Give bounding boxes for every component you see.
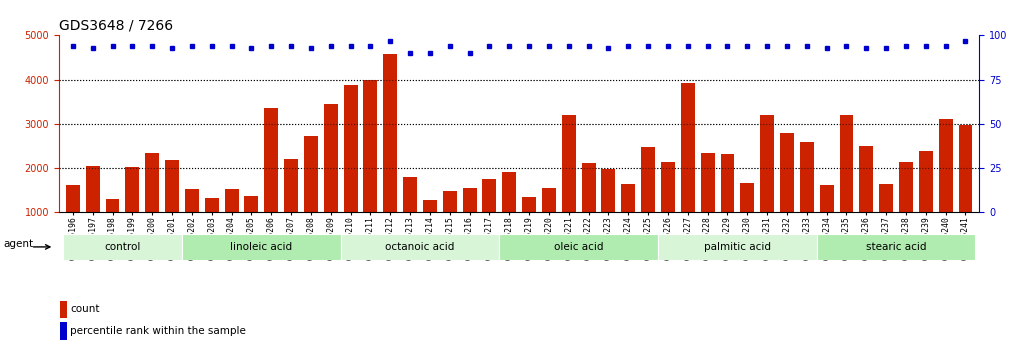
Text: agent: agent (3, 239, 34, 249)
Bar (482, 179, 496, 257)
Bar (403, 177, 417, 257)
Bar (701, 153, 715, 257)
Bar (85, 166, 100, 257)
Bar (542, 188, 556, 257)
Bar (621, 184, 636, 257)
Bar (780, 133, 794, 257)
Bar (244, 195, 258, 257)
Bar (264, 108, 279, 257)
Bar (680, 83, 695, 257)
Bar (284, 159, 298, 257)
Text: palmitic acid: palmitic acid (704, 242, 771, 252)
Text: GDS3648 / 7266: GDS3648 / 7266 (59, 19, 173, 33)
Bar (720, 154, 734, 257)
Text: stearic acid: stearic acid (865, 242, 926, 252)
Bar (959, 125, 972, 257)
Bar (939, 120, 953, 257)
Bar (60, 322, 67, 340)
Bar (760, 115, 774, 257)
Text: octanoic acid: octanoic acid (385, 242, 455, 252)
Bar (839, 115, 853, 257)
Bar (899, 161, 913, 257)
Bar (204, 198, 219, 257)
Bar (820, 185, 834, 257)
Bar (499, 234, 658, 260)
Bar (442, 191, 457, 257)
Bar (383, 54, 398, 257)
Bar (323, 104, 338, 257)
Text: count: count (70, 304, 100, 314)
Bar (344, 85, 358, 257)
Bar (225, 189, 239, 257)
Bar (880, 184, 893, 257)
Bar (106, 199, 119, 257)
Bar (641, 147, 655, 257)
Bar (423, 200, 437, 257)
Bar (658, 234, 817, 260)
Bar (60, 301, 67, 318)
Bar (859, 147, 874, 257)
Text: linoleic acid: linoleic acid (230, 242, 292, 252)
Bar (63, 234, 182, 260)
Bar (661, 162, 675, 257)
Bar (561, 115, 576, 257)
Bar (185, 189, 199, 257)
Bar (799, 143, 814, 257)
Bar (66, 185, 79, 257)
Bar (919, 152, 933, 257)
Bar (363, 80, 377, 257)
Bar (145, 153, 159, 257)
Bar (304, 136, 318, 257)
Bar (817, 234, 975, 260)
Bar (165, 160, 179, 257)
Bar (502, 172, 517, 257)
Bar (740, 183, 755, 257)
Bar (582, 163, 596, 257)
Bar (522, 197, 536, 257)
Bar (182, 234, 341, 260)
Bar (601, 169, 615, 257)
Text: percentile rank within the sample: percentile rank within the sample (70, 326, 246, 336)
Bar (463, 188, 477, 257)
Bar (125, 167, 139, 257)
Text: oleic acid: oleic acid (554, 242, 603, 252)
Bar (341, 234, 499, 260)
Text: control: control (105, 242, 140, 252)
